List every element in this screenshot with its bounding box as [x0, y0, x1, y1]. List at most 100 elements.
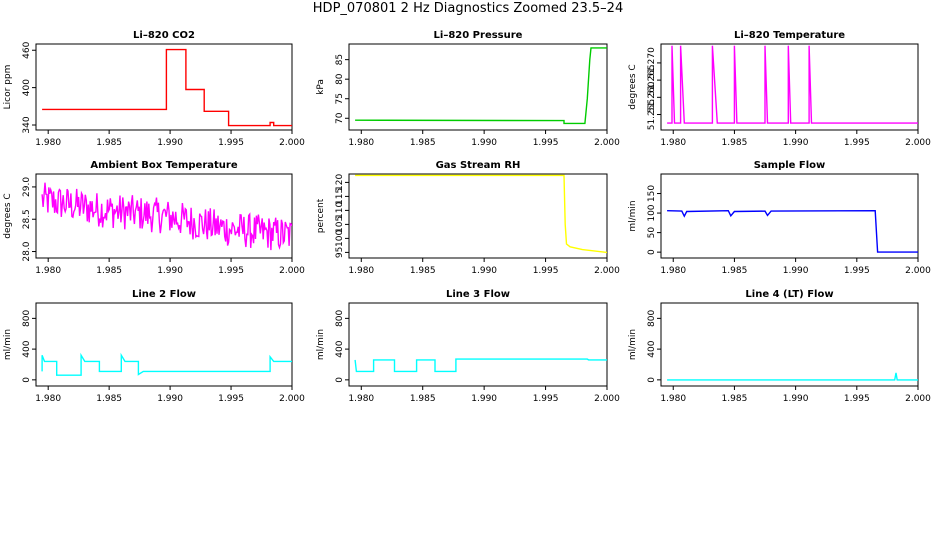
- plot-frame: [348, 173, 608, 259]
- y-tick-label: 400: [647, 340, 657, 357]
- y-axis-label: ml/min: [316, 329, 326, 360]
- x-tick-label: 1.985: [722, 266, 748, 276]
- x-tick-label: 1.995: [533, 138, 559, 148]
- series-line: [41, 182, 292, 251]
- chart-title: Line 2 Flow: [132, 289, 196, 300]
- x-tick-label: 1.985: [722, 138, 748, 148]
- chart-panel-6: Sample Flow 1.980 1.985 1.990 1.995 2.000 0 50 1…: [628, 160, 931, 276]
- page-title: HDP_070801 2 Hz Diagnostics Zoomed 23.5–…: [312, 1, 624, 16]
- x-tick-label: 2.000: [279, 266, 305, 276]
- series-line: [41, 352, 292, 376]
- y-tick-label: 70: [335, 112, 345, 124]
- chart-panel-4: Ambient Box Temperature 1.980 1.985 1.990 1.…: [3, 160, 305, 276]
- y-axis-label: ml/min: [628, 329, 638, 360]
- series-line: [355, 174, 607, 254]
- y-axis-label: ml/min: [628, 200, 638, 231]
- plot-frame: [35, 302, 293, 387]
- x-tick-label: 1.995: [218, 266, 244, 276]
- chart-title: Li–820 Pressure: [434, 30, 523, 41]
- y-tick-label: 95: [335, 247, 345, 258]
- x-tick-label: 1.990: [783, 138, 809, 148]
- y-tick-label: 105: [335, 216, 345, 233]
- y-tick-label: 115: [335, 188, 345, 205]
- x-tick-label: 2.000: [905, 138, 931, 148]
- x-tick-label: 1.980: [35, 394, 61, 404]
- y-tick-label: 800: [335, 310, 345, 327]
- x-tick-label: 1.990: [157, 394, 183, 404]
- plot-frame: [660, 43, 919, 131]
- chart-title: Sample Flow: [754, 160, 826, 171]
- plot-frame: [660, 173, 919, 259]
- plot-frame: [35, 43, 293, 131]
- x-tick-label: 2.000: [279, 138, 305, 148]
- y-tick-label: 0: [22, 377, 32, 383]
- y-axis-label: degrees C: [628, 64, 638, 109]
- y-axis-label: ml/min: [3, 329, 13, 360]
- chart-title: Ambient Box Temperature: [90, 160, 237, 171]
- y-tick-label: 400: [22, 79, 32, 96]
- chart-title: Gas Stream RH: [436, 160, 521, 171]
- x-tick-label: 1.995: [844, 138, 870, 148]
- chart-panel-9: Line 4 (LT) Flow 1.980 1.985 1.990 1.995 2.00…: [628, 289, 931, 404]
- x-tick-label: 2.000: [594, 138, 620, 148]
- x-tick-label: 1.990: [471, 394, 497, 404]
- y-tick-label: 51.255: [647, 99, 657, 130]
- chart-panel-5: Gas Stream RH 1.980 1.985 1.990 1.995 2.000 95…: [316, 160, 620, 276]
- x-tick-label: 1.995: [218, 138, 244, 148]
- x-tick-label: 1.990: [157, 138, 183, 148]
- x-tick-label: 1.980: [660, 394, 686, 404]
- x-tick-label: 1.980: [660, 266, 686, 276]
- x-tick-label: 1.995: [844, 266, 870, 276]
- series-line: [355, 47, 607, 125]
- x-tick-label: 1.985: [96, 266, 122, 276]
- y-tick-label: 0: [647, 249, 657, 255]
- x-tick-label: 1.995: [218, 394, 244, 404]
- x-tick-label: 1.980: [660, 138, 686, 148]
- chart-title: Li–820 CO2: [133, 30, 195, 41]
- x-tick-label: 1.985: [722, 394, 748, 404]
- x-tick-label: 2.000: [905, 266, 931, 276]
- plot-frame: [660, 302, 919, 387]
- chart-panel-2: Li–820 Pressure 1.980 1.985 1.990 1.995 2.000…: [316, 30, 620, 148]
- chart-title: Line 4 (LT) Flow: [745, 289, 833, 300]
- x-tick-label: 1.990: [471, 138, 497, 148]
- plot-frame: [35, 173, 293, 259]
- y-tick-label: 51.260: [647, 81, 657, 113]
- series-line: [667, 372, 918, 381]
- y-tick-label: 400: [22, 340, 32, 357]
- y-tick-label: 120: [335, 174, 345, 191]
- x-tick-label: 1.985: [410, 138, 436, 148]
- y-tick-label: 800: [22, 310, 32, 327]
- x-tick-label: 1.990: [783, 266, 809, 276]
- chart-panel-8: Line 3 Flow 1.980 1.985 1.990 1.995 2.000 0 400…: [316, 289, 620, 404]
- y-tick-label: 51.265: [647, 64, 657, 96]
- y-tick-label: 100: [335, 230, 345, 247]
- y-tick-label: 100: [647, 204, 657, 221]
- chart-title: Li–820 Temperature: [734, 30, 845, 41]
- chart-panel-1: Li–820 CO2 1.980 1.985 1.990 1.995 2.000 340 40…: [3, 30, 305, 148]
- series-line: [667, 45, 918, 124]
- y-axis-label: percent: [316, 198, 326, 233]
- y-tick-label: 75: [335, 93, 345, 104]
- chart-panel-3: Li–820 Temperature 1.980 1.985 1.990 1.995 2.…: [628, 30, 931, 148]
- x-tick-label: 1.980: [35, 138, 61, 148]
- x-tick-label: 1.990: [783, 394, 809, 404]
- y-tick-label: 150: [647, 185, 657, 202]
- y-axis-label: Licor ppm: [3, 65, 13, 110]
- x-tick-label: 1.985: [410, 266, 436, 276]
- x-tick-label: 1.995: [844, 394, 870, 404]
- y-tick-label: 80: [335, 73, 345, 85]
- x-tick-label: 1.980: [348, 394, 374, 404]
- y-tick-label: 50: [647, 227, 657, 239]
- y-tick-label: 340: [22, 116, 32, 133]
- y-tick-label: 28.0: [22, 241, 32, 261]
- series-line: [42, 48, 292, 127]
- chart-title: Line 3 Flow: [446, 289, 510, 300]
- x-tick-label: 1.985: [410, 394, 436, 404]
- x-tick-label: 2.000: [594, 266, 620, 276]
- y-tick-label: 0: [335, 377, 345, 383]
- y-tick-label: 400: [335, 340, 345, 357]
- series-line: [667, 209, 918, 253]
- x-tick-label: 2.000: [279, 394, 305, 404]
